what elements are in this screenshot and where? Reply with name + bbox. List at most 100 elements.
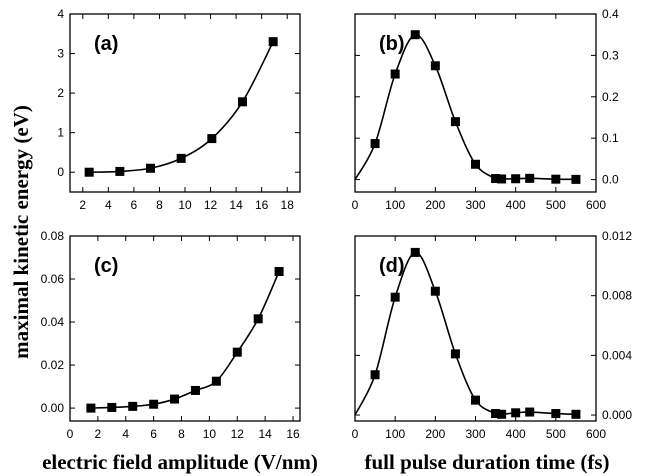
x-tick-label: 600	[586, 198, 606, 212]
y-tick-label: 0.08	[41, 229, 65, 243]
x-tick-label: 8	[178, 427, 185, 441]
x-tick-label: 0	[67, 427, 74, 441]
x-tick-label: 4	[122, 427, 129, 441]
data-point-marker	[115, 166, 125, 176]
x-tick-label: 300	[465, 198, 485, 212]
data-point-marker	[471, 159, 480, 169]
data-point-marker	[571, 174, 581, 184]
x-tick-label: 2	[95, 427, 102, 441]
data-point-marker	[525, 407, 535, 417]
data-point-marker	[410, 30, 420, 40]
x-tick-label: 0	[352, 427, 359, 441]
x-tick-label: 18	[281, 198, 295, 212]
y-tick-label: 0.1	[602, 131, 619, 145]
data-point-marker	[430, 286, 440, 296]
data-point-marker	[268, 37, 278, 47]
data-point-marker	[190, 385, 200, 395]
x-tick-label: 6	[150, 427, 157, 441]
panel-c: 0 2 4 6 8 10 12 14 16 0.00 0.02 0.04 0.06 0.08 (c)	[41, 229, 301, 441]
data-point-marker	[497, 409, 507, 419]
y-axis-title: maximal kinetic energy (eV)	[9, 105, 33, 359]
x-tick-label: 200	[425, 427, 445, 441]
x-tick-label: 500	[546, 198, 566, 212]
panel-label: (b)	[379, 33, 405, 55]
data-point-marker	[274, 266, 284, 276]
data-point-marker	[232, 347, 242, 357]
y-tick-label: 0.04	[41, 315, 65, 329]
x-tick-label: 14	[229, 198, 243, 212]
y-tick-label: 0	[57, 165, 64, 179]
data-point-marker	[450, 117, 460, 127]
x-tick-label: 4	[105, 198, 112, 212]
data-point-marker	[176, 153, 186, 163]
data-point-marker	[525, 173, 535, 183]
data-point-marker	[84, 167, 94, 177]
data-point-marker	[511, 408, 521, 418]
data-point-marker	[390, 69, 400, 79]
x-tick-label: 10	[203, 427, 217, 441]
x-tick-label: 12	[231, 427, 245, 441]
y-tick-label: 0.06	[41, 272, 65, 286]
x-tick-label: 100	[385, 198, 405, 212]
panel-d: 0 100 200 300 400 500 600 0.000 0.004 0.008 0.012 (…	[352, 229, 633, 441]
x-tick-label: 400	[506, 198, 526, 212]
y-tick-label: 3	[57, 47, 64, 61]
y-tick-label: 0.02	[41, 358, 65, 372]
data-point-marker	[253, 314, 263, 324]
x-axis-title-left: electric field amplitude (V/nm)	[42, 450, 318, 474]
data-point-marker	[211, 376, 221, 386]
data-point-marker	[551, 409, 561, 419]
data-point-marker	[146, 163, 155, 173]
y-tick-label: 0.000	[602, 408, 632, 422]
data-point-marker	[370, 139, 380, 149]
data-point-marker	[491, 409, 501, 419]
panel-label: (d)	[379, 255, 405, 277]
data-point-marker	[450, 349, 460, 359]
data-point-marker	[410, 247, 420, 257]
data-point-marker	[238, 97, 247, 107]
x-tick-label: 12	[204, 198, 218, 212]
y-tick-label: 0.4	[602, 7, 619, 21]
y-tick-label: 0.3	[602, 48, 619, 62]
x-tick-label: 0	[352, 198, 359, 212]
panel-label: (c)	[94, 255, 118, 277]
x-tick-label: 10	[178, 198, 192, 212]
panel-frame	[69, 235, 301, 422]
y-tick-label: 1	[57, 126, 64, 140]
x-tick-label: 200	[425, 198, 445, 212]
panel-label: (a)	[94, 33, 118, 55]
y-tick-label: 0.008	[602, 289, 632, 303]
x-tick-label: 6	[131, 198, 138, 212]
panel-b: 0 100 200 300 400 500 600 0.0 0.1 0.2 0.3 0.4 (b)	[352, 7, 619, 212]
y-tick-label: 0.004	[602, 348, 632, 362]
x-tick-label: 16	[255, 198, 269, 212]
y-tick-label: 0.012	[602, 229, 632, 243]
x-tick-label: 600	[586, 427, 606, 441]
data-point-marker	[491, 174, 501, 184]
x-axis-title-right: full pulse duration time (fs)	[364, 450, 609, 474]
data-point-marker	[107, 402, 117, 412]
x-tick-label: 14	[258, 427, 272, 441]
data-point-marker	[370, 370, 380, 380]
x-tick-label: 8	[156, 198, 163, 212]
data-point-marker	[149, 399, 159, 409]
y-tick-label: 0.00	[41, 401, 65, 415]
x-tick-label: 400	[506, 427, 526, 441]
y-tick-label: 0.0	[602, 173, 619, 187]
data-point-marker	[511, 174, 521, 184]
x-tick-label: 300	[465, 427, 485, 441]
y-tick-label: 2	[57, 86, 64, 100]
x-tick-label: 100	[385, 427, 405, 441]
data-point-marker	[207, 134, 217, 144]
series-fit-line	[89, 41, 274, 174]
x-tick-label: 2	[79, 198, 86, 212]
data-point-marker	[571, 409, 581, 419]
data-point-marker	[86, 403, 96, 413]
data-point-marker	[551, 174, 561, 184]
data-point-marker	[497, 174, 507, 184]
series-fit-line	[354, 33, 576, 181]
data-point-marker	[128, 401, 138, 411]
y-tick-label: 0.2	[602, 90, 619, 104]
